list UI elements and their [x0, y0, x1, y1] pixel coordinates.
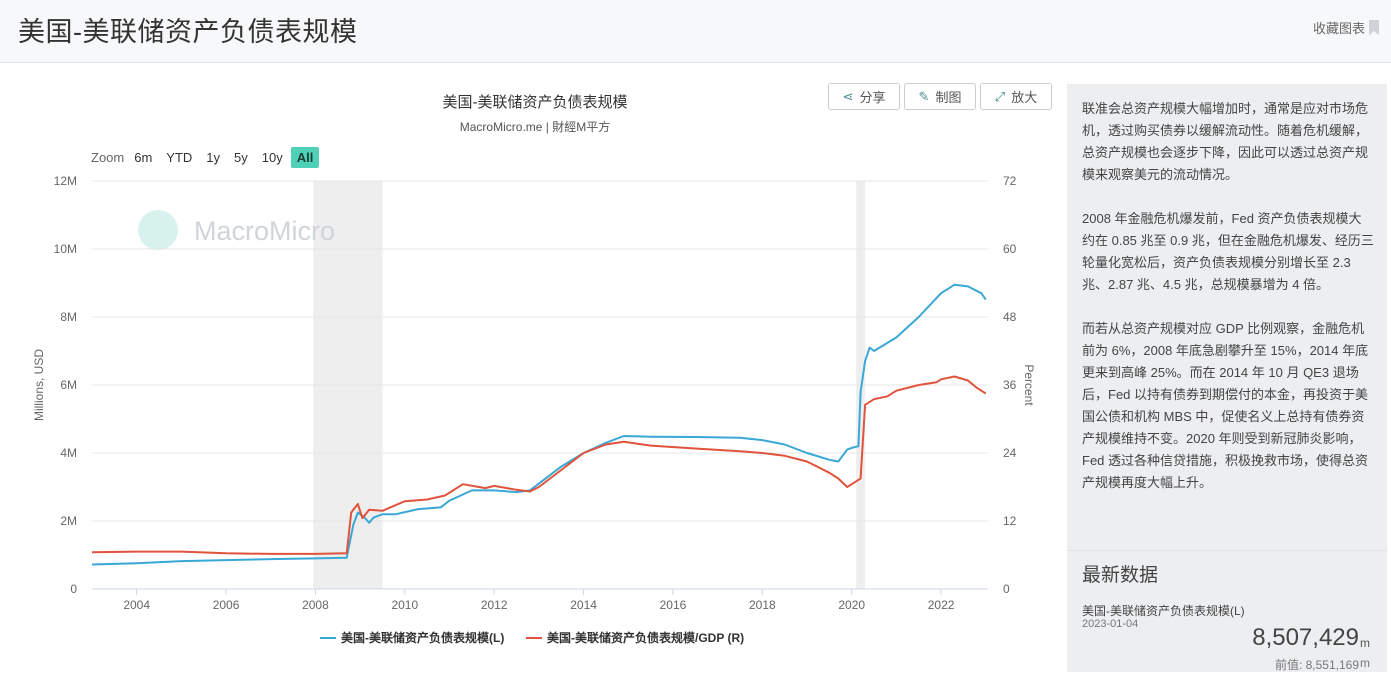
pencil-icon: ✎: [918, 88, 930, 104]
draw-label: 制图: [935, 90, 962, 105]
x-tick-label: 2006: [213, 598, 240, 612]
previous-unit: m: [1360, 656, 1370, 670]
y-tick-label-left: 4M: [60, 446, 77, 460]
latest-series-name: 美国-美联储资产负债表规模(L): [1082, 604, 1245, 618]
enlarge-label: 放大: [1011, 90, 1038, 105]
y-axis-title-left: Millions, USD: [32, 349, 46, 421]
page-title: 美国-美联储资产负债表规模: [18, 17, 358, 47]
zoom-6m[interactable]: 6m: [134, 150, 153, 165]
collect-chart-button[interactable]: 收藏图表: [1313, 18, 1379, 37]
series-line-balance-sheet: [91, 283, 987, 566]
latest-data-title: 最新数据: [1082, 565, 1159, 586]
zoom-label: Zoom: [91, 150, 125, 165]
x-tick-label: 2012: [481, 598, 508, 612]
watermark-text: MacroMicro: [194, 216, 335, 246]
y-tick-label-right: 60: [1003, 242, 1017, 256]
y-tick-label-right: 12: [1003, 514, 1017, 528]
sidebar-divider: [1067, 550, 1387, 551]
zoom-ytd[interactable]: YTD: [166, 150, 193, 165]
chart-canvas: MacroMicro 0 0 2M 12 4M 24 6M 36 8M 48 10M 60 12M 72 20…: [32, 174, 1036, 645]
y-tick-label-left: 10M: [54, 242, 77, 256]
x-tick-label: 2008: [302, 598, 329, 612]
zoom-5y[interactable]: 5y: [234, 150, 248, 165]
latest-unit: m: [1360, 636, 1370, 650]
top-bar: 美国-美联储资产负债表规模 收藏图表: [0, 0, 1391, 63]
latest-value: 8,507,429: [1252, 624, 1359, 651]
x-tick-label: 2020: [838, 598, 865, 612]
x-tick-label: 2022: [928, 598, 955, 612]
latest-date: 2023-01-04: [1082, 618, 1139, 630]
y-tick-label-right: 48: [1003, 310, 1017, 324]
y-tick-label-left: 0: [70, 582, 77, 596]
chart-subtitle: MacroMicro.me | 財經M平方: [459, 120, 611, 134]
share-label: 分享: [859, 90, 886, 105]
x-tick-label: 2018: [749, 598, 776, 612]
draw-button[interactable]: ✎ 制图: [904, 83, 976, 110]
chart-description: 联准会总资产规模大幅增加时，通常是应对市场危机，透过购买债券以缓解流动性。随着危…: [1082, 101, 1374, 490]
y-tick-label-right: 0: [1003, 582, 1010, 596]
expand-icon: ⤢: [994, 88, 1006, 104]
info-sidebar: 联准会总资产规模大幅增加时，通常是应对市场危机，透过购买债券以缓解流动性。随着危…: [1067, 84, 1387, 672]
x-tick-label: 2014: [570, 598, 597, 612]
y-tick-label-right: 24: [1003, 446, 1017, 460]
previous-value: 前值: 8,551,169: [1274, 658, 1359, 672]
zoom-10y[interactable]: 10y: [261, 150, 283, 165]
y-tick-label-right: 36: [1003, 378, 1017, 392]
legend-item[interactable]: 美国-美联储资产负债表规模(L): [341, 630, 504, 645]
legend-item[interactable]: 美国-美联储资产负债表规模/GDP (R): [547, 630, 744, 645]
y-tick-label-left: 8M: [60, 310, 77, 324]
y-tick-label-left: 6M: [60, 378, 77, 392]
y-tick-label-left: 12M: [54, 174, 77, 188]
y-tick-label-right: 72: [1003, 174, 1017, 188]
x-tick-label: 2016: [660, 598, 687, 612]
collect-label: 收藏图表: [1312, 21, 1365, 36]
y-tick-label-left: 2M: [60, 514, 77, 528]
series-line-balance-sheet-gdp: [91, 375, 987, 555]
share-button[interactable]: ⋖ 分享: [828, 83, 900, 110]
x-tick-label: 2004: [123, 598, 150, 612]
x-tick-label: 2010: [391, 598, 418, 612]
chart-title: 美国-美联储资产负债表规模: [442, 94, 628, 111]
enlarge-button[interactable]: ⤢ 放大: [980, 83, 1052, 110]
watermark-logo-icon: [138, 210, 178, 250]
zoom-1y[interactable]: 1y: [206, 150, 221, 165]
y-axis-title-right: Percent: [1022, 364, 1036, 406]
zoom-all[interactable]: All: [290, 147, 320, 168]
share-icon: ⋖: [842, 88, 854, 104]
bookmark-icon: [1369, 19, 1379, 36]
zoom-selector: Zoom 6m YTD 1y 5y 10y All: [91, 147, 321, 168]
